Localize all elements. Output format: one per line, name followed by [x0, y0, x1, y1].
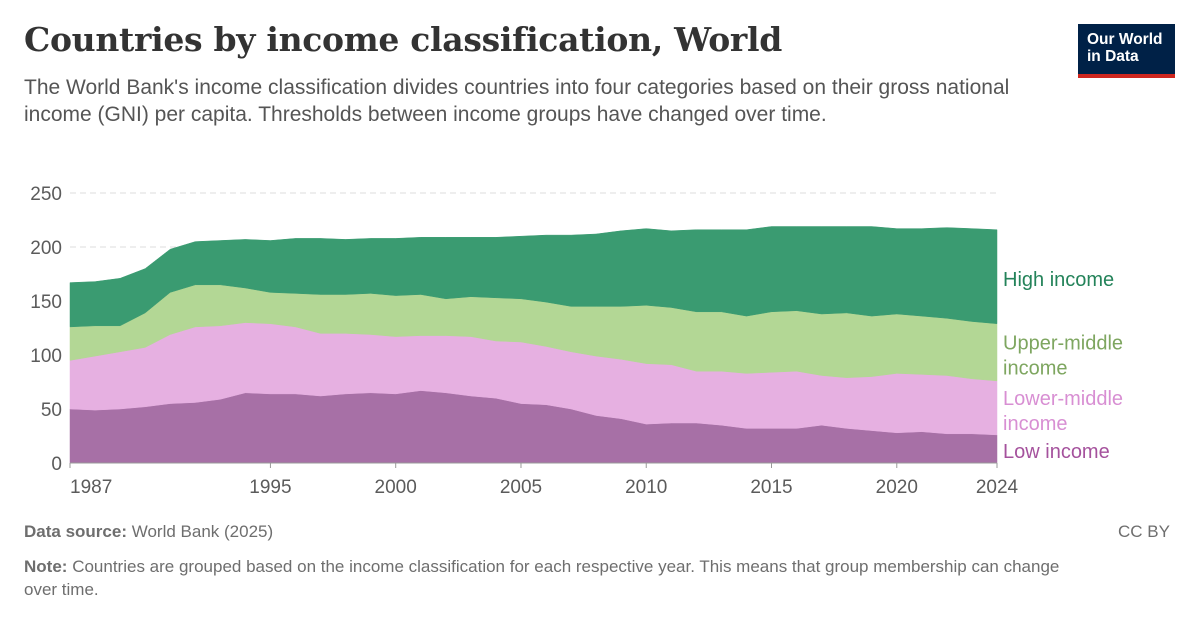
x-tick-label: 1995 [249, 477, 291, 498]
chart-note: Note: Countries are grouped based on the… [24, 555, 1084, 601]
owid-logo[interactable]: Our World in Data [1078, 24, 1175, 78]
legend-label-line: Lower-middle [1003, 388, 1123, 410]
legend-label-line: Low income [1003, 441, 1110, 463]
data-source-link[interactable]: World Bank (2025) [131, 522, 274, 541]
chart-title: Countries by income classification, Worl… [24, 20, 783, 59]
area-series [69, 226, 998, 464]
data-source-label: Data source: [24, 522, 127, 541]
area-high-income[interactable] [69, 226, 998, 328]
x-tick-label: 1987 [70, 477, 112, 498]
legend-high-income[interactable]: High income [1003, 269, 1114, 291]
y-tick-label: 50 [41, 400, 62, 421]
legend-label-line: income [1003, 413, 1067, 435]
axes: 0 50 100 150 200 250 1987 1995 2000 2005 2010 2015 2… [30, 184, 1018, 498]
y-tick-label: 100 [30, 346, 62, 367]
y-tick-label: 150 [30, 292, 62, 313]
logo-line-1: Our World [1087, 31, 1163, 48]
y-tick-label: 250 [30, 184, 62, 205]
chart-subtitle: The World Bank's income classification d… [24, 76, 1010, 126]
x-tick-label: 2020 [876, 477, 918, 498]
x-tick-label: 2000 [375, 477, 417, 498]
legend-label-line: High income [1003, 269, 1114, 291]
legend-label-line: Upper-middle [1003, 332, 1123, 354]
data-source: Data source: World Bank (2025) [24, 522, 273, 542]
stacked-area-chart: 0 50 100 150 200 250 1987 1995 2000 2005 2010 2015 2… [30, 184, 1123, 498]
y-tick-label: 200 [30, 238, 62, 259]
legend-upper-middle-income[interactable]: Upper-middle income [1003, 332, 1123, 379]
legend-label-line: income [1003, 357, 1067, 379]
x-tick-label: 2024 [976, 477, 1019, 498]
x-tick-label: 2010 [625, 477, 667, 498]
license-link[interactable]: CC BY [1118, 522, 1170, 541]
legend-lower-middle-income[interactable]: Lower-middle income [1003, 388, 1123, 435]
x-tick-label: 2005 [500, 477, 542, 498]
logo-line-2: in Data [1087, 48, 1139, 65]
legend-low-income[interactable]: Low income [1003, 441, 1110, 463]
x-tick-label: 2015 [750, 477, 792, 498]
y-tick-label: 0 [51, 454, 62, 475]
legend: High incomeUpper-middleincomeLower-middl… [1003, 269, 1123, 463]
note-text: Countries are grouped based on the incom… [24, 557, 1060, 599]
note-label: Note: [24, 557, 68, 576]
